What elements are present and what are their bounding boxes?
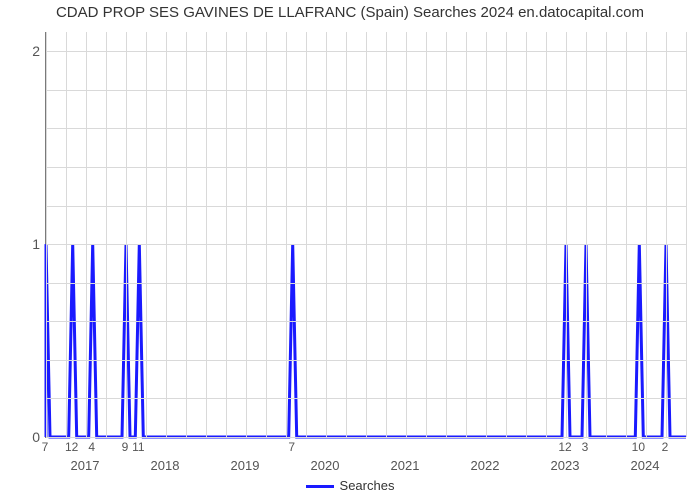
plot-area: [45, 32, 686, 438]
vgrid-line: [486, 32, 487, 437]
vgrid-line: [586, 32, 587, 437]
data-point-label: 3: [582, 440, 589, 454]
x-year-label: 2018: [151, 458, 180, 473]
vgrid-line: [206, 32, 207, 437]
vgrid-line: [126, 32, 127, 437]
vgrid-line: [226, 32, 227, 437]
vgrid-line: [186, 32, 187, 437]
x-year-label: 2024: [631, 458, 660, 473]
data-point-label: 9: [122, 440, 129, 454]
x-year-label: 2023: [551, 458, 580, 473]
y-tick-label: 0: [5, 429, 40, 445]
vgrid-line: [606, 32, 607, 437]
vgrid-line: [286, 32, 287, 437]
vgrid-line: [306, 32, 307, 437]
vgrid-line: [466, 32, 467, 437]
vgrid-line: [406, 32, 407, 437]
vgrid-line: [426, 32, 427, 437]
legend: Searches: [0, 478, 700, 493]
data-point-label: 4: [88, 440, 95, 454]
data-point-label: 12: [65, 440, 78, 454]
legend-swatch: [306, 485, 334, 488]
vgrid-line: [86, 32, 87, 437]
vgrid-line: [526, 32, 527, 437]
data-point-label: 11: [132, 440, 144, 454]
x-year-label: 2022: [471, 458, 500, 473]
chart-title: CDAD PROP SES GAVINES DE LLAFRANC (Spain…: [0, 4, 700, 21]
vgrid-line: [166, 32, 167, 437]
x-year-label: 2019: [231, 458, 260, 473]
vgrid-line: [546, 32, 547, 437]
data-point-label: 2: [662, 440, 669, 454]
vgrid-line: [666, 32, 667, 437]
vgrid-line: [646, 32, 647, 437]
data-point-label: 7: [288, 440, 295, 454]
vgrid-line: [446, 32, 447, 437]
vgrid-line: [386, 32, 387, 437]
vgrid-line: [326, 32, 327, 437]
vgrid-line: [246, 32, 247, 437]
vgrid-line: [266, 32, 267, 437]
y-tick-label: 1: [5, 236, 40, 252]
vgrid-line: [346, 32, 347, 437]
hgrid-line: [46, 437, 686, 438]
x-year-label: 2021: [391, 458, 420, 473]
vgrid-line: [366, 32, 367, 437]
vgrid-line: [66, 32, 67, 437]
x-year-label: 2017: [71, 458, 100, 473]
vgrid-line: [566, 32, 567, 437]
vgrid-line: [686, 32, 687, 437]
vgrid-line: [146, 32, 147, 437]
vgrid-line: [106, 32, 107, 437]
data-point-label: 7: [42, 440, 49, 454]
data-point-label: 12: [558, 440, 571, 454]
data-point-label: 10: [632, 440, 645, 454]
vgrid-line: [626, 32, 627, 437]
y-tick-label: 2: [5, 43, 40, 59]
vgrid-line: [46, 32, 47, 437]
legend-label: Searches: [340, 478, 395, 493]
vgrid-line: [506, 32, 507, 437]
x-year-label: 2020: [311, 458, 340, 473]
